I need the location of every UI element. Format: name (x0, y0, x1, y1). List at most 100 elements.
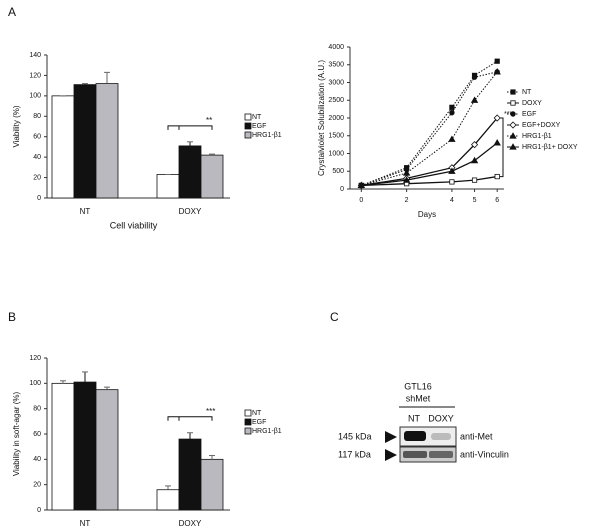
series-line (361, 71, 498, 186)
bar (156, 174, 180, 199)
y-tick-label: 1500 (328, 133, 344, 140)
y-tick-label: 2500 (328, 97, 344, 104)
bar (156, 489, 180, 511)
point (357, 181, 366, 189)
legend-marker (510, 89, 516, 95)
cell-line: GTL16 (404, 381, 432, 391)
band (404, 431, 426, 441)
point (402, 176, 411, 183)
x-tick-label: 5 (473, 197, 477, 204)
x-tick-label: 4 (450, 197, 454, 204)
point (449, 179, 455, 185)
point (470, 96, 479, 103)
arrow (385, 431, 397, 443)
panel-label: A (8, 5, 16, 19)
point (494, 173, 500, 180)
legend-label: HRG1-β1 (252, 428, 282, 435)
kda-marker: 117 kDa (338, 449, 371, 459)
point (448, 135, 456, 142)
bar (51, 382, 75, 511)
y-tick-label: 2000 (328, 115, 344, 122)
bar (200, 458, 224, 511)
y-tick-label: 0 (340, 186, 344, 193)
y-tick-label: 60 (33, 134, 41, 141)
legend-label: HRG1-β1+ DOXY (522, 144, 578, 151)
panel-label: C (330, 310, 339, 324)
significance-bracket (500, 117, 504, 178)
y-axis-title: Viability (%) (12, 105, 21, 147)
y-tick-label: 0 (37, 195, 41, 202)
bar (95, 389, 119, 511)
legend-label: EGF (252, 419, 266, 426)
x-tick-label: NT (80, 207, 91, 216)
band (429, 451, 453, 458)
y-tick-label: 0 (37, 507, 41, 514)
legend-label: EGF+DOXY (522, 122, 561, 129)
legend-marker (510, 111, 516, 117)
point (449, 104, 455, 110)
bar (73, 84, 97, 199)
y-tick-label: 3000 (328, 79, 344, 86)
y-tick-label: 100 (29, 380, 41, 387)
y-tick-label: 20 (33, 174, 41, 181)
annotation: ** (206, 116, 212, 125)
bar (200, 154, 224, 199)
legend-label: EGF (252, 123, 266, 130)
arrow (385, 449, 397, 461)
y-tick-label: 100 (29, 93, 41, 100)
x-axis-title: Days (418, 210, 436, 219)
point (494, 58, 500, 64)
point (449, 109, 455, 116)
x-tick-label: 0 (359, 197, 363, 204)
point (470, 141, 479, 149)
y-tick-label: 40 (33, 154, 41, 161)
y-tick-label: 1000 (328, 150, 344, 157)
y-tick-label: 3500 (328, 62, 344, 69)
antibody: anti-Vinculin (460, 449, 509, 459)
legend-swatch (244, 418, 252, 426)
y-tick-label: 60 (33, 431, 41, 438)
legend-swatch (244, 427, 252, 435)
lane-label: DOXY (428, 413, 454, 423)
y-tick-label: 140 (29, 52, 41, 59)
legend-marker (510, 100, 516, 106)
x-tick-label: NT (80, 519, 91, 528)
band (431, 433, 451, 440)
kda-marker: 145 kDa (338, 431, 372, 441)
series-line (361, 60, 498, 186)
legend-label: NT (522, 89, 532, 96)
legend-label: HRG1-β1 (252, 132, 282, 139)
x-tick-label: DOXY (179, 519, 202, 528)
significance-bracket (167, 416, 213, 421)
point (493, 114, 501, 122)
legend-label: EGF (522, 111, 536, 118)
blot-vinculin (399, 446, 457, 463)
y-tick-label: 20 (33, 482, 41, 489)
y-tick-label: 120 (29, 72, 41, 79)
y-tick-label: 80 (33, 113, 41, 120)
point (402, 169, 411, 176)
significance-bracket (167, 125, 213, 130)
point (471, 74, 478, 80)
y-axis-title: Viability in soft-agar (%) (12, 392, 21, 477)
bar (178, 438, 202, 511)
x-tick-label: DOXY (179, 207, 202, 216)
point (448, 167, 456, 174)
y-tick-label: 80 (33, 406, 41, 413)
x-tick-label: 2 (405, 197, 409, 204)
y-tick-label: 120 (29, 355, 41, 362)
bar (51, 95, 75, 199)
western-blot: GTL16 shMet NT DOXY 145 kDa 117 kDa anti… (338, 381, 509, 463)
panel-label: B (8, 310, 16, 324)
legend-swatch (244, 131, 252, 139)
y-axis-title: Crystalviolet Solubilization (A.U.) (317, 60, 326, 176)
bar (95, 83, 119, 199)
point (493, 139, 501, 146)
legend-marker (509, 132, 517, 139)
series-line (361, 71, 498, 186)
legend-marker (509, 121, 517, 129)
legend-swatch (244, 122, 252, 130)
y-tick-label: 4000 (328, 44, 344, 51)
